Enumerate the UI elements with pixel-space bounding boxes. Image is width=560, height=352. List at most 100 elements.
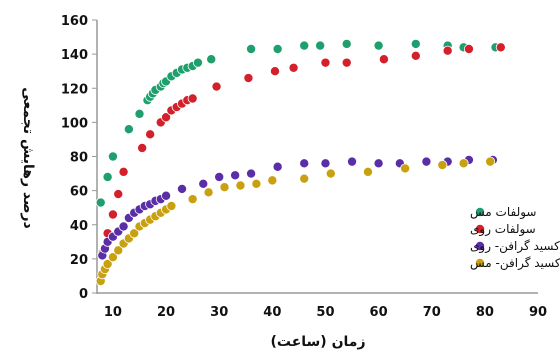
data-point bbox=[118, 166, 129, 177]
legend-marker bbox=[474, 257, 485, 268]
data-point bbox=[137, 142, 148, 153]
data-point bbox=[269, 66, 280, 77]
x-axis-label: زمان (ساعت) bbox=[270, 334, 365, 350]
y-axis-label: درصد رهایش تجمعی bbox=[20, 87, 36, 228]
y-tick-label: 140 bbox=[61, 48, 88, 63]
y-tick-label: 160 bbox=[61, 14, 88, 29]
tick-labels: 0 20 40 60 80 100 120 140 160 10 20 30 40 50 60 70 80 90 bbox=[61, 14, 547, 320]
y-tick-label: 40 bbox=[70, 219, 88, 234]
data-point bbox=[243, 73, 254, 84]
data-point bbox=[437, 160, 448, 171]
data-point bbox=[134, 108, 145, 119]
legend-label: اکسید گرافن- مس bbox=[470, 256, 560, 271]
data-point bbox=[341, 57, 352, 68]
data-point bbox=[214, 171, 225, 182]
data-point bbox=[288, 62, 299, 73]
legend-item: سولفات روی bbox=[470, 222, 536, 237]
data-point bbox=[362, 166, 373, 177]
x-tick-label: 60 bbox=[370, 305, 388, 320]
data-point bbox=[102, 171, 113, 182]
x-tick-label: 50 bbox=[316, 305, 334, 320]
data-point bbox=[107, 209, 118, 220]
data-point bbox=[463, 44, 474, 55]
y-tick-label: 100 bbox=[61, 116, 88, 131]
data-point bbox=[410, 50, 421, 61]
data-point bbox=[235, 180, 246, 191]
x-tick-label: 70 bbox=[423, 305, 441, 320]
x-tick-label: 40 bbox=[263, 305, 281, 320]
data-point bbox=[107, 151, 118, 162]
data-point bbox=[203, 187, 214, 198]
x-tick-label: 30 bbox=[210, 305, 228, 320]
data-point bbox=[230, 170, 241, 181]
data-point bbox=[267, 175, 278, 186]
data-point bbox=[442, 45, 453, 56]
data-point bbox=[246, 44, 257, 55]
legend-item: اکسید گرافن- مس bbox=[470, 256, 560, 271]
data-point bbox=[485, 156, 496, 167]
series-2 bbox=[97, 42, 506, 259]
data-point bbox=[118, 221, 129, 232]
data-point bbox=[410, 38, 421, 49]
y-tick-label: 20 bbox=[70, 253, 88, 268]
data-point bbox=[219, 182, 230, 193]
data-point bbox=[272, 161, 283, 172]
data-point bbox=[123, 124, 134, 135]
data-point bbox=[251, 178, 262, 189]
legend-item: اکسید گرافن- روی bbox=[470, 239, 560, 254]
data-point bbox=[145, 129, 156, 140]
data-point bbox=[192, 57, 203, 68]
data-point bbox=[177, 183, 188, 194]
data-point bbox=[187, 93, 198, 104]
data-point bbox=[113, 245, 124, 256]
data-point bbox=[341, 38, 352, 49]
legend-label: سولفات روی bbox=[470, 222, 536, 237]
axes bbox=[92, 19, 538, 294]
data-point bbox=[373, 40, 384, 51]
data-point bbox=[161, 190, 172, 201]
y-tick-label: 120 bbox=[61, 82, 88, 97]
data-point bbox=[320, 158, 331, 169]
data-point bbox=[198, 178, 209, 189]
data-point bbox=[161, 112, 172, 123]
y-tick-label: 80 bbox=[70, 151, 88, 166]
data-point bbox=[206, 54, 217, 65]
data-point bbox=[458, 158, 469, 169]
data-point bbox=[378, 54, 389, 65]
data-point bbox=[211, 81, 222, 92]
x-tick-label: 80 bbox=[476, 305, 494, 320]
data-point bbox=[325, 168, 336, 179]
legend-marker bbox=[474, 223, 485, 234]
data-points bbox=[95, 38, 506, 287]
data-point bbox=[166, 200, 177, 211]
legend-item: سولفات مس bbox=[470, 205, 536, 220]
legend: سولفات مس سولفات روی اکسید گرافن- روی اکسید… bbox=[470, 205, 560, 271]
x-tick-label: 90 bbox=[529, 305, 547, 320]
y-tick-label: 0 bbox=[79, 287, 88, 302]
x-tick-label: 20 bbox=[157, 305, 175, 320]
data-point bbox=[400, 163, 411, 174]
data-point bbox=[299, 173, 310, 184]
series-3 bbox=[97, 154, 498, 261]
data-point bbox=[272, 44, 283, 55]
data-point bbox=[113, 189, 124, 200]
y-tick-label: 60 bbox=[70, 185, 88, 200]
data-point bbox=[495, 42, 506, 53]
data-point bbox=[373, 158, 384, 169]
data-point bbox=[315, 40, 326, 51]
legend-marker bbox=[474, 206, 485, 217]
data-point bbox=[246, 168, 257, 179]
x-tick-label: 10 bbox=[104, 305, 122, 320]
data-point bbox=[421, 156, 432, 167]
data-point bbox=[299, 40, 310, 51]
legend-label: اکسید گرافن- روی bbox=[470, 239, 560, 254]
data-point bbox=[102, 258, 113, 269]
legend-label: سولفات مس bbox=[470, 205, 536, 220]
data-point bbox=[187, 194, 198, 205]
legend-marker bbox=[474, 240, 485, 251]
series-4 bbox=[95, 156, 496, 287]
data-point bbox=[320, 57, 331, 68]
data-point bbox=[129, 228, 140, 239]
data-point bbox=[347, 156, 358, 167]
